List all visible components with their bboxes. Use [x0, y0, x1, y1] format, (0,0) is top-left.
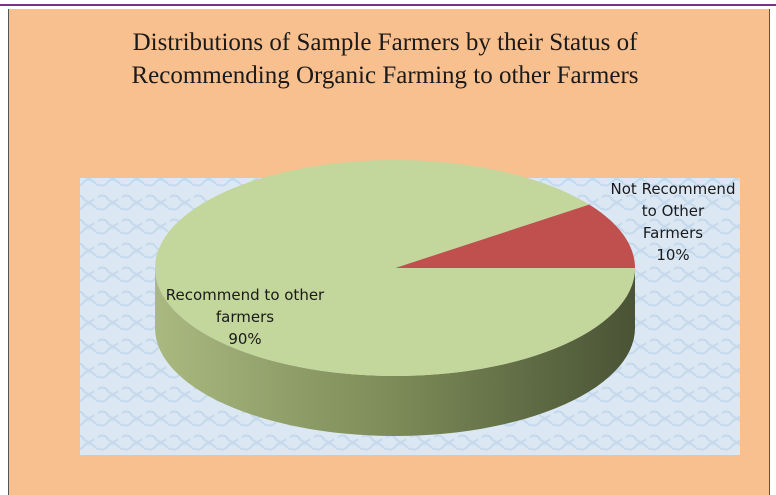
pie	[155, 160, 635, 436]
slice-side	[155, 268, 635, 436]
category-label: Not Recommend to Other Farmers	[610, 180, 736, 242]
category-label: Recommend to other farmers	[165, 286, 325, 326]
data-label: Recommend to other farmers 90%	[165, 284, 325, 350]
slice	[395, 204, 635, 268]
value-label: 10%	[656, 246, 690, 264]
chart-title: Distributions of Sample Farmers by their…	[131, 29, 639, 89]
data-label: Not Recommend to Other Farmers 10%	[610, 178, 736, 266]
slice	[155, 160, 635, 376]
value-label: 90%	[228, 330, 262, 348]
